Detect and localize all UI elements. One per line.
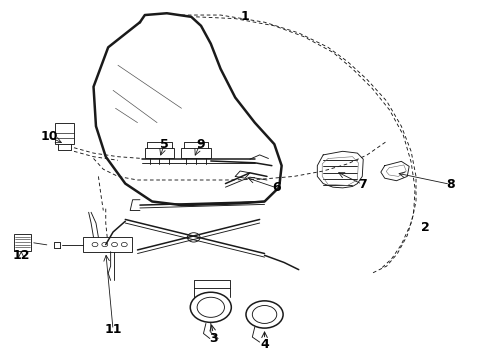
Text: 4: 4 [260, 338, 269, 351]
Text: 6: 6 [272, 181, 281, 194]
Text: 7: 7 [358, 178, 367, 191]
Text: 5: 5 [160, 138, 169, 151]
Text: 1: 1 [241, 10, 249, 23]
Text: 12: 12 [12, 249, 30, 262]
Text: 9: 9 [196, 138, 205, 151]
Text: 11: 11 [104, 323, 122, 336]
Text: 8: 8 [446, 178, 455, 191]
Text: 2: 2 [421, 221, 430, 234]
Text: 10: 10 [41, 130, 58, 144]
Text: 3: 3 [209, 332, 218, 345]
